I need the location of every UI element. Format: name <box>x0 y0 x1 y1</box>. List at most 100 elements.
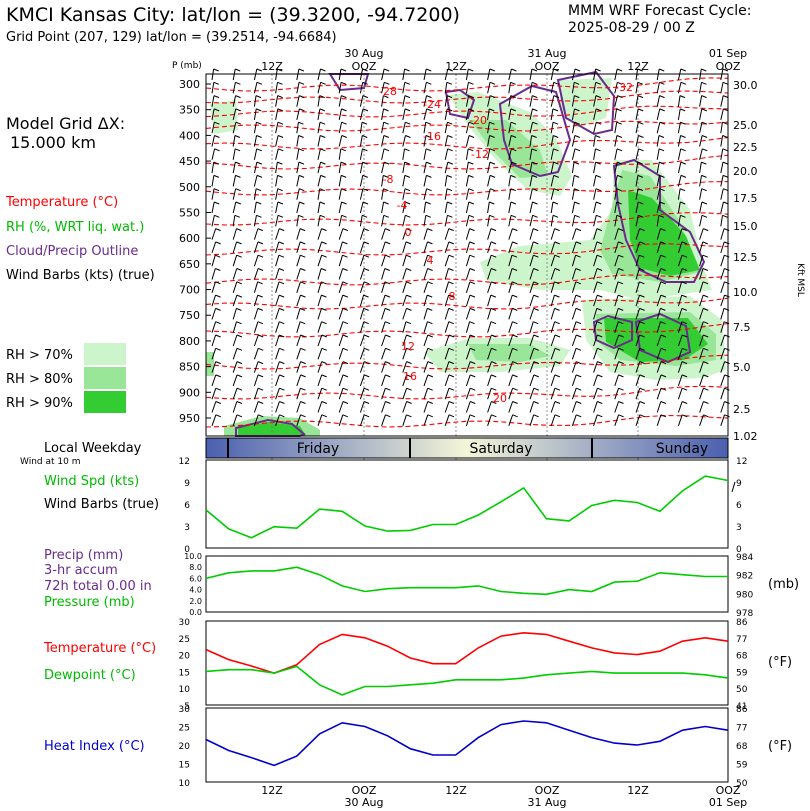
wind-barb <box>423 401 429 413</box>
wind-barb-flag <box>385 361 391 365</box>
wind-barb <box>571 334 577 347</box>
wind-barb-flag <box>680 135 686 138</box>
wind-barb-flag <box>362 201 369 205</box>
wind-barb <box>550 281 555 293</box>
wind-barb <box>253 401 259 413</box>
wind-barb-flag <box>427 241 433 245</box>
wind-barb-flag <box>362 135 368 138</box>
wind-barb <box>296 414 302 426</box>
temp-contour-label: -32 <box>615 81 633 94</box>
wind-barb <box>253 281 259 293</box>
wind-barb-flag <box>637 95 644 99</box>
wind-barb-flag <box>279 374 285 378</box>
wind-barb <box>338 334 344 347</box>
wind-barb-flag <box>427 401 433 404</box>
wind-barb-flag <box>533 414 539 418</box>
wind-barb-flag <box>468 214 475 218</box>
rh-area-0 <box>210 100 238 134</box>
wind-barb-flag <box>405 321 412 325</box>
wind-barb-flag <box>680 148 686 152</box>
wind-barb-flag <box>510 95 516 99</box>
wind-barb-flag <box>256 121 262 125</box>
wind-barb-flag <box>639 268 645 271</box>
wind-barb-flag <box>468 95 474 99</box>
wind-barb <box>571 228 577 240</box>
wind-barb-flag <box>512 321 518 325</box>
wind-barb <box>529 148 533 160</box>
wind-barb <box>423 374 429 387</box>
wind-barb-flag <box>616 201 622 205</box>
wind-barb <box>296 361 302 373</box>
wind-barb-flag <box>214 135 220 138</box>
wind-barb <box>635 374 641 387</box>
legend-wind-barbs: Wind Barbs (kts) (true) <box>6 268 155 283</box>
local-weekday-label: Local Weekday <box>44 441 142 456</box>
wind-barb <box>656 201 661 214</box>
wind-barb-flag <box>427 334 433 338</box>
wind-barb <box>699 388 704 400</box>
wind-barb-flag <box>639 241 645 245</box>
wind-barb-flag <box>701 121 708 125</box>
wind-barb-flag <box>215 294 221 298</box>
wind-barb-flag <box>299 307 306 311</box>
wind-barb <box>465 268 471 280</box>
wind-barb-flag <box>404 108 411 112</box>
wind-barb-flag <box>405 135 411 138</box>
wind-barb-flag <box>533 294 539 298</box>
wind-barb-flag <box>490 294 497 298</box>
wind-barb-flag <box>722 214 728 218</box>
wind-barb-flag <box>321 334 328 338</box>
wind-barb <box>529 108 533 121</box>
wind-barb-flag <box>680 161 687 165</box>
wind-barb <box>529 268 534 280</box>
wind-barb <box>359 188 364 200</box>
wind-barb-flag <box>724 268 730 271</box>
page-title: KMCI Kansas City: lat/lon = (39.3200, -9… <box>6 4 460 26</box>
wind-barb-flag <box>256 81 263 85</box>
wind-barb <box>508 321 513 333</box>
wind-barb <box>656 148 660 160</box>
wind-barb-flag <box>447 135 453 138</box>
wind-barb-flag <box>659 95 665 99</box>
wind-barb <box>550 188 555 200</box>
wind-barb <box>232 348 238 360</box>
wind-barb <box>571 255 577 267</box>
isotherm-13 <box>205 385 729 400</box>
wind-barb <box>444 241 450 254</box>
wind-barb <box>232 414 238 426</box>
wind-barb-flag <box>320 81 326 85</box>
wind-barb <box>487 281 492 293</box>
wind-barb-flag <box>213 68 219 72</box>
wind-barb-flag <box>469 294 476 298</box>
wind-barb <box>529 388 535 400</box>
wind-barb-flag <box>213 161 219 165</box>
wind-barb-flag <box>340 174 347 178</box>
wind-barb <box>317 188 321 200</box>
wind-barb-flag <box>342 254 348 258</box>
wind-barb <box>487 334 492 347</box>
wind-barb <box>211 162 215 174</box>
wind-barb <box>656 388 662 400</box>
wind-barb <box>720 388 725 400</box>
wind-barb-flag <box>618 241 624 245</box>
wind-barb-flag <box>384 228 391 232</box>
wind-barb-flag <box>298 68 305 72</box>
pressure-line <box>205 566 728 596</box>
wind-barb-flag <box>406 268 412 271</box>
wind-barb <box>677 188 681 200</box>
wind-barb-flag <box>426 174 432 178</box>
wind-barb-flag <box>596 268 603 271</box>
wind-barb-flag <box>341 95 347 99</box>
wind-barb <box>635 255 640 267</box>
wind-barb <box>444 268 449 280</box>
wind-barb-flag <box>722 121 728 125</box>
bottom-time-label: OOZ <box>352 784 377 797</box>
wind-barb-flag <box>363 228 369 232</box>
wind-barb <box>402 108 406 121</box>
wind-barb <box>423 321 428 333</box>
wind-barb-flag <box>279 401 285 404</box>
bottom-date-label: 31 Aug <box>528 796 567 809</box>
wind-barb <box>338 348 344 360</box>
temp-contour-label: -8 <box>383 173 394 186</box>
temp-contour-label: -16 <box>423 130 441 143</box>
